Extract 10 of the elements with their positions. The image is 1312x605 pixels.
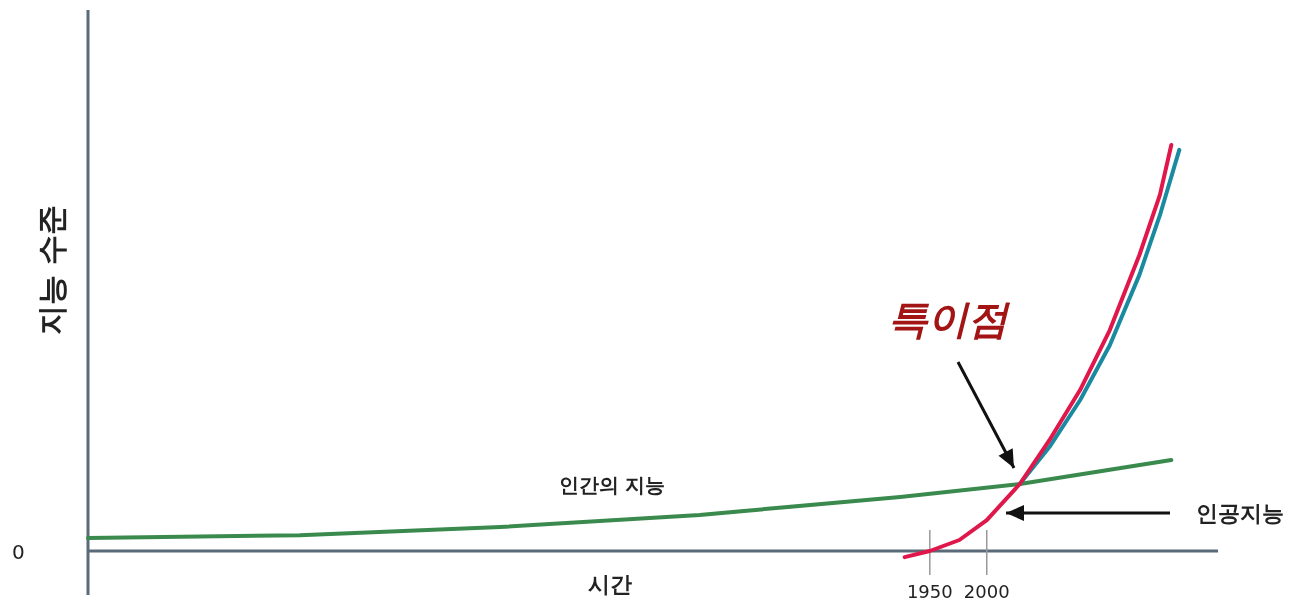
y-axis-title: 지능 수준 — [34, 204, 69, 336]
annotation: 인공지능 — [1196, 501, 1284, 526]
x-tick-label: 1950 — [906, 581, 953, 602]
x-tick: 1950 — [906, 529, 953, 602]
x-axis-title: 시간 — [588, 572, 632, 597]
text: 0 — [12, 540, 25, 564]
x-tick: 2000 — [963, 529, 1010, 602]
x-tick-label: 2000 — [963, 581, 1010, 602]
series-label: 인간의 지능 — [558, 473, 666, 497]
annotation: 특이점 — [888, 296, 1011, 342]
